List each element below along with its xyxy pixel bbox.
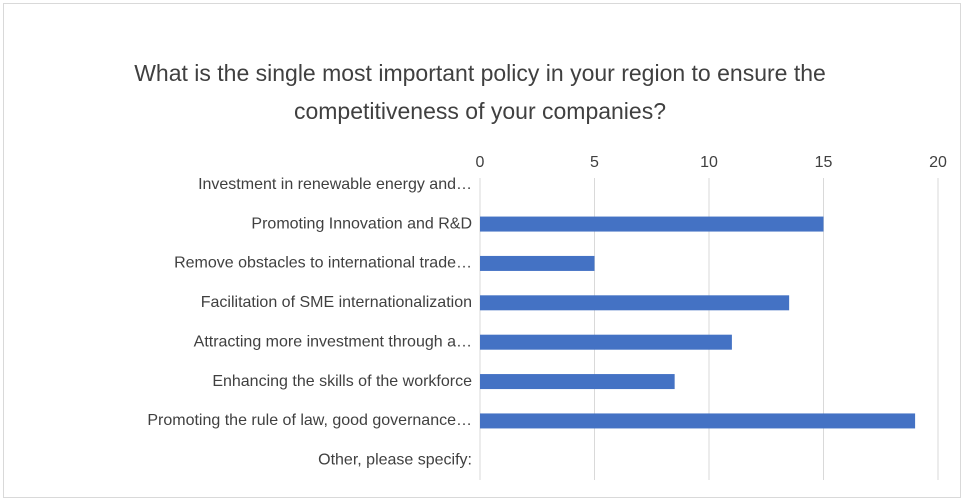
bar	[480, 216, 824, 232]
bar	[480, 295, 790, 311]
bar	[480, 255, 595, 271]
y-tick-label: Other, please specify:	[318, 452, 472, 469]
x-tick-label: 20	[929, 154, 947, 171]
y-tick-label: Promoting Innovation and R&D	[251, 215, 472, 232]
x-tick-label: 5	[590, 154, 599, 171]
bar	[480, 334, 732, 350]
y-tick-label: Promoting the rule of law, good governan…	[147, 412, 472, 429]
chart-title: What is the single most important policy…	[134, 60, 826, 124]
y-tick-label: Facilitation of SME internationalization	[201, 294, 472, 311]
y-tick-label: Attracting more investment through a…	[194, 333, 472, 350]
x-tick-label: 15	[815, 154, 833, 171]
chart-frame	[3, 3, 961, 498]
x-tick-label: 10	[700, 154, 718, 171]
y-tick-label: Enhancing the skills of the workforce	[212, 373, 472, 390]
x-tick-label: 0	[476, 154, 485, 171]
y-tick-label: Investment in renewable energy and…	[198, 176, 472, 193]
bar	[480, 374, 675, 390]
y-tick-label: Remove obstacles to international trade…	[174, 255, 472, 272]
bar	[480, 413, 916, 429]
